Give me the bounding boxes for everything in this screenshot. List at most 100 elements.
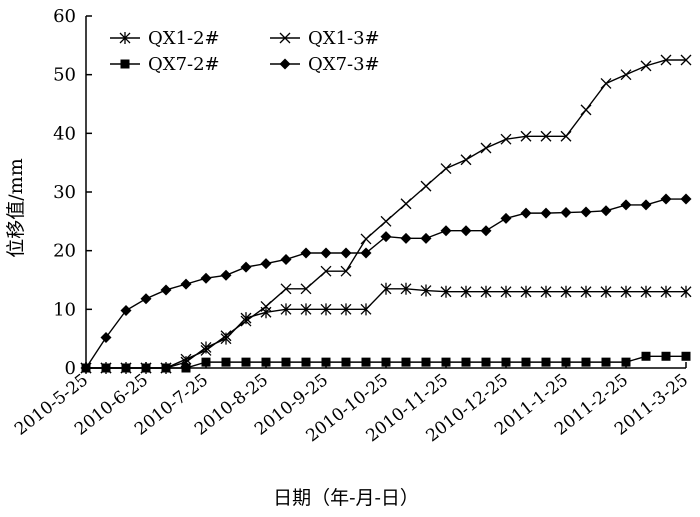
data-point [580,285,592,298]
data-point [580,206,592,218]
data-point [260,258,272,270]
data-point [280,253,292,265]
data-point [220,332,232,345]
data-point [600,285,612,298]
data-point [481,357,491,367]
y-tick-label: 50 [53,65,76,86]
data-point [441,357,451,367]
data-point [500,285,512,298]
data-point [520,130,532,142]
data-point [281,357,291,367]
legend-marker [119,32,131,44]
data-point [560,130,572,142]
data-point [120,305,132,317]
legend-label: QX7-2# [148,54,220,75]
data-point [560,285,572,298]
data-point [480,225,492,237]
data-point [400,282,412,295]
data-point [640,60,652,72]
data-point [161,363,171,373]
data-point [280,283,292,295]
data-point [180,278,192,290]
data-point [680,54,692,66]
series-line [86,288,686,369]
data-point [321,357,331,367]
legend: QX1-2# QX1-3# QX7-2# QX7-3# [110,28,380,75]
data-point [300,247,312,259]
data-point [141,363,151,373]
data-point [660,285,672,298]
series-QX7-3# [80,193,692,374]
data-point [680,193,692,205]
data-point [121,363,131,373]
data-point [80,362,92,374]
data-point [641,351,651,361]
data-point [540,207,552,219]
legend-item: QX1-2# [110,28,220,49]
legend-label: QX1-2# [148,28,220,49]
data-point [360,233,372,245]
data-point [601,357,611,367]
data-point [580,104,592,116]
data-point [660,193,672,205]
y-tick-label: 30 [53,182,76,203]
data-point [361,357,371,367]
data-point [240,315,252,327]
legend-marker [120,59,130,69]
data-point [440,163,452,174]
x-axis-title: 日期（年-月-日） [273,487,419,509]
data-point [400,232,412,244]
series-layer [80,54,692,374]
data-point [360,303,372,316]
data-point [100,331,112,343]
data-point [301,357,311,367]
series-line [86,59,686,369]
data-point [101,363,111,373]
data-point [540,285,552,298]
data-point [480,142,492,154]
data-point [200,272,212,284]
data-point [561,357,571,367]
y-tick-label: 0 [65,358,76,379]
data-point [460,225,472,237]
y-tick-label: 40 [53,123,76,144]
data-point [421,357,431,367]
data-point [201,357,211,367]
data-point [621,357,631,367]
data-point [480,285,492,298]
data-point [420,180,432,192]
data-point [620,285,632,298]
data-point [300,283,312,295]
data-point [221,357,231,367]
data-point [600,78,612,89]
data-point [180,353,192,365]
data-point [140,293,152,305]
data-point [461,357,471,367]
data-point [260,300,272,312]
data-point [240,261,252,273]
y-tick-label: 20 [53,241,76,262]
data-point [640,285,652,298]
data-point [261,357,271,367]
data-point [220,330,232,342]
data-point [341,357,351,367]
legend-label: QX1-3# [308,28,380,49]
data-point [440,285,452,298]
data-point [500,133,512,145]
legend-marker [279,32,291,44]
data-point [401,357,411,367]
y-tick-label: 10 [53,299,76,320]
legend-marker [279,58,291,70]
data-point [681,351,691,361]
y-axis-title: 位移值/mm [5,158,27,257]
data-point [320,247,332,259]
data-point [420,284,432,297]
data-point [661,351,671,361]
legend-item: QX7-2# [110,54,220,75]
legend-item: QX1-3# [270,28,380,49]
data-point [240,312,252,325]
data-point [600,205,612,217]
data-point [220,269,232,281]
data-point [280,303,292,316]
